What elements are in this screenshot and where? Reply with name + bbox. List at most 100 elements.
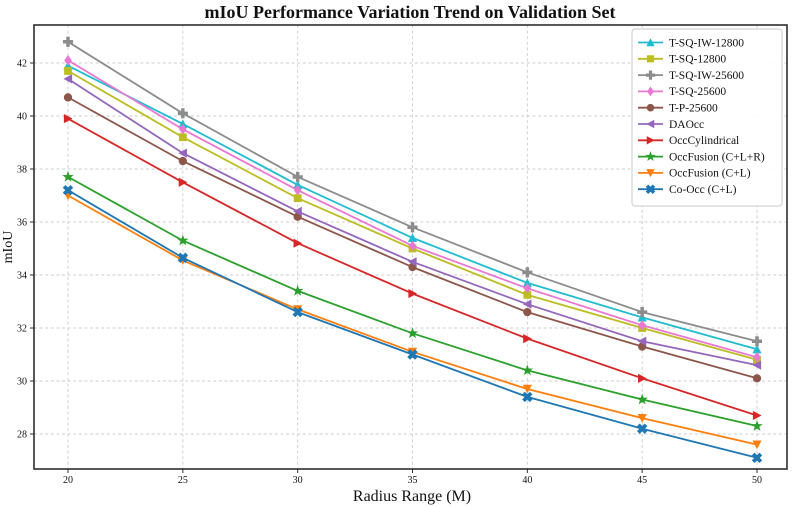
data-point-marker [751,336,763,347]
data-point-marker [753,351,761,363]
y-tick-label: 36 [17,218,27,229]
data-point-marker [523,307,532,317]
data-point-marker [523,334,532,344]
data-point-marker [636,423,648,434]
series-occcylindrical [63,114,762,421]
data-point-marker [293,206,302,216]
series-occfusion-c-l-r [62,170,763,431]
data-point-marker [637,307,648,318]
data-point-marker [407,233,418,243]
data-point-marker [179,123,187,135]
legend-marker-x-filled [645,184,656,194]
legend-label: T-SQ-IW-12800 [669,37,744,49]
data-point-marker [752,410,762,421]
data-point-marker [292,306,303,318]
legend-item: T-SQ-25600 [638,86,726,98]
legend-item: OccCylindrical [638,135,739,147]
data-point-marker [178,177,188,187]
data-point-marker [177,252,189,263]
y-axis-label: mIoU [1,231,16,264]
legend-label: Co-Occ (C+L) [669,184,737,196]
y-tick-label: 34 [17,271,27,282]
data-point-marker [752,344,762,354]
data-point-marker [638,320,646,331]
axis-ticks: 20 25 30 35 40 45 50 28 30 32 34 36 38 40 42 [17,59,762,487]
data-point-marker [752,374,762,383]
data-point-marker [177,108,188,119]
data-point-marker [62,170,74,182]
x-tick-label: 30 [293,475,303,486]
data-point-marker [178,133,187,142]
data-point-marker [752,360,762,370]
data-point-marker [522,391,533,403]
chart-legend: T-SQ-IW-12800 T-SQ-12800 T-SQ-IW-25600 T-SQ… [631,28,783,207]
y-tick-label: 38 [17,165,27,176]
x-tick-label: 25 [178,475,188,486]
data-point-marker [63,114,73,124]
y-tick-label: 42 [17,59,27,70]
data-point-marker [751,420,763,431]
chart-title: mIoU Performance Variation Trend on Vali… [204,2,615,22]
legend-label: OccCylindrical [669,135,739,147]
x-tick-label: 50 [752,475,762,486]
data-point-marker [408,240,417,252]
data-point-marker [407,257,417,267]
data-point-marker [178,148,187,158]
data-point-marker [523,282,532,294]
legend-item: T-SQ-IW-12800 [638,37,744,49]
legend-item: OccFusion (C+L) [638,168,751,180]
series-t-sq-25600 [64,55,761,363]
legend-item: T-P-25600 [638,103,718,115]
data-point-marker [638,373,647,383]
data-point-marker [522,267,533,278]
y-tick-label: 40 [17,112,27,123]
legend-marker-circle [646,103,655,112]
x-axis-label: Radius Range (M) [353,488,471,505]
series-daocc [63,74,762,370]
legend-label: DAOcc [669,119,704,131]
data-point-marker [62,36,74,47]
data-point-marker [407,349,418,360]
data-point-marker [751,452,763,464]
legend-marker-triangle-left [646,119,655,129]
data-point-marker [522,299,532,309]
legend-item: T-SQ-12800 [638,54,726,66]
data-point-marker [522,384,532,394]
data-point-marker [637,413,647,423]
legend-marker-star [645,151,656,162]
data-point-marker [63,74,73,84]
legend-item: T-SQ-IW-25600 [638,70,744,82]
legend-item: OccFusion (C+L+R) [638,151,765,163]
x-tick-label: 35 [408,475,418,486]
legend-item: DAOcc [638,119,704,131]
data-point-marker [62,185,74,196]
plot-border [33,24,788,470]
legend-marker-plus-filled [645,70,656,80]
data-point-marker [293,180,303,190]
legend-marker-triangle-right [646,136,655,145]
data-point-marker [64,67,72,75]
data-point-marker [637,312,647,322]
legend-label: T-SQ-12800 [669,54,726,66]
data-point-marker [293,194,302,203]
legend-box [631,28,783,207]
data-point-marker [406,327,419,339]
series-t-sq-iw-25600 [62,36,763,347]
data-point-marker [523,290,532,299]
data-point-marker [293,238,303,248]
data-point-marker [293,184,302,196]
data-point-marker [292,171,303,183]
data-point-marker [752,440,762,450]
legend-marker-triangle-up [646,38,655,47]
legend-label: T-SQ-IW-25600 [669,70,744,82]
x-tick-label: 40 [522,475,532,486]
legend-item: Co-Occ (C+L) [638,184,737,196]
legend-label: OccFusion (C+L+R) [669,151,765,163]
data-point-marker [522,278,532,288]
y-tick-label: 30 [17,377,27,388]
y-tick-label: 28 [17,430,27,441]
data-point-marker [291,284,304,296]
data-point-marker [64,55,72,66]
legend-marker-square [646,55,655,63]
